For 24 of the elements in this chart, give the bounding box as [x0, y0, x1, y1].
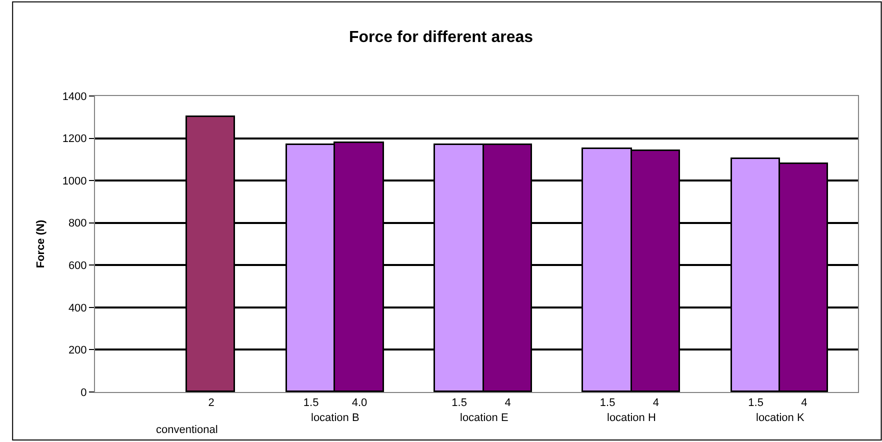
y-tick-label: 400 — [68, 302, 87, 314]
y-tick-label: 600 — [68, 260, 87, 272]
text: location E — [460, 412, 508, 424]
x-tick-label: 4.0 — [352, 397, 368, 410]
y-tick-label: 1400 — [62, 90, 87, 103]
chart-title: Force for different areas — [348, 29, 534, 46]
text: location K — [756, 412, 805, 424]
x-tick-label: 1.5 — [600, 397, 616, 410]
text: location B — [311, 412, 360, 424]
text: location H — [607, 412, 656, 424]
y-tick-label: 1200 — [62, 133, 87, 146]
x-tick-label: 1.5 — [452, 397, 467, 410]
x-tick-label: 1.5 — [303, 397, 319, 410]
y-tick-label: 0 — [80, 386, 87, 399]
y-tick-label: 800 — [68, 218, 87, 230]
text: conventional — [156, 424, 218, 436]
x-tick-label: 4 — [652, 397, 660, 410]
y-tick-label: 1000 — [62, 175, 87, 188]
x-tick-label: 4 — [504, 397, 511, 410]
x-tick-label: 1.5 — [748, 397, 764, 410]
y-tick-label: 200 — [68, 344, 87, 357]
x-tick-label: 4 — [801, 397, 808, 410]
y-axis-title: Force (N) — [34, 220, 47, 268]
x-tick-label: 2 — [208, 397, 214, 410]
